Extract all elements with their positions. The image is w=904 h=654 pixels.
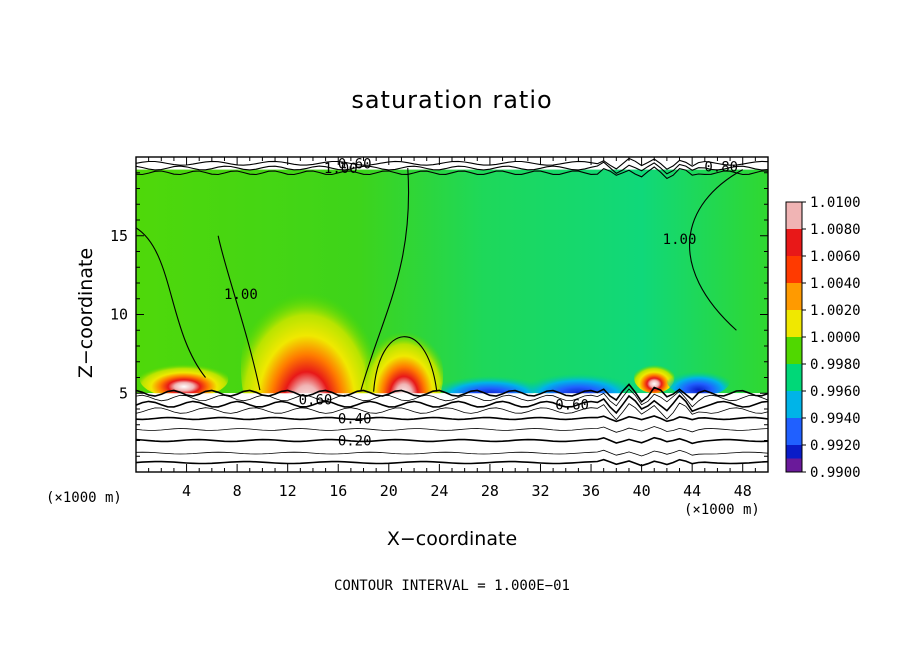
upper-contour-line-2 xyxy=(136,166,768,180)
upper-boundary-band xyxy=(136,157,768,170)
y-axis-label: Z−coordinate xyxy=(75,247,97,379)
contour-1-00-right xyxy=(689,169,743,331)
x-tick-label: 40 xyxy=(633,482,651,500)
contour-line-0 xyxy=(136,458,768,467)
field-background xyxy=(136,157,768,394)
colorbar: 1.0100 1.0080 1.0060 1.0040 1.0020 1.0000 0.99… xyxy=(785,195,861,481)
contour-interval-note: CONTOUR INTERVAL = 1.000E−01 xyxy=(333,578,570,594)
x-tick-label: 16 xyxy=(329,482,347,500)
colorbar-label: 1.0000 xyxy=(810,330,861,346)
colorbar-swatch-min xyxy=(786,458,802,472)
colorbar-label: 0.9960 xyxy=(810,384,861,400)
contour-label-2: 0.60 xyxy=(299,393,333,409)
x-tick-label: 8 xyxy=(233,482,242,500)
colorbar-swatch-8 xyxy=(786,418,802,446)
x-tick-label: 4 xyxy=(182,482,191,500)
supersaturated-region-3 xyxy=(634,361,675,394)
contour-label-8: 0.60 xyxy=(338,156,372,172)
contour-line-3 xyxy=(136,426,768,433)
contour-label-6: 1.00 xyxy=(663,232,697,248)
contour-1-00-plume xyxy=(217,167,410,391)
colorbar-swatch-1 xyxy=(786,229,802,257)
x-tick-label: 28 xyxy=(481,482,499,500)
contour-1-00-plume-2 xyxy=(373,336,438,392)
contour-line-5 xyxy=(136,402,768,421)
x-tick-label: 12 xyxy=(279,482,297,500)
colorbar-label: 0.9940 xyxy=(810,411,861,427)
colorbar-swatch-0 xyxy=(786,202,802,230)
upper-contour-line-1 xyxy=(136,161,768,175)
colorbar-swatch-4 xyxy=(786,310,802,338)
contour-1-00-left xyxy=(136,227,206,378)
contour-line-8 xyxy=(136,383,768,403)
colorbar-swatch-7 xyxy=(786,391,802,419)
colorbar-swatch-3 xyxy=(786,283,802,311)
x-tick-label: 20 xyxy=(380,482,398,500)
y-tick-label: 5 xyxy=(119,384,128,402)
x-tick-label: 24 xyxy=(430,482,448,500)
z-unit-label: (×1000 m) xyxy=(46,490,122,506)
contour-label-3: 0.60 xyxy=(555,397,589,413)
colorbar-swatch-6 xyxy=(786,364,802,392)
contour-line-6 xyxy=(136,394,768,415)
colorbar-label: 1.0100 xyxy=(810,195,861,211)
x-unit-label: (×1000 m) xyxy=(684,502,760,518)
colorbar-swatch-5 xyxy=(786,337,802,365)
colorbar-label: 1.0060 xyxy=(810,249,861,265)
contour-line-4 xyxy=(136,415,768,423)
contour-label-5: 1.00 xyxy=(224,287,258,303)
x-tick-label: 36 xyxy=(582,482,600,500)
chart-title: saturation ratio xyxy=(351,86,553,114)
colorbar-label: 0.9920 xyxy=(810,438,861,454)
x-axis-label: X−coordinate xyxy=(386,528,518,550)
contour-label-1: 0.40 xyxy=(338,411,372,427)
contour-label-4: 0.80 xyxy=(704,159,738,175)
contour-label-7: 1.00 xyxy=(324,161,358,177)
subsaturated-region-6 xyxy=(666,364,731,397)
x-tick-label: 48 xyxy=(734,482,752,500)
contour-line-7 xyxy=(136,388,768,408)
subsaturated-region-5 xyxy=(527,366,629,402)
upper-contour-line-0 xyxy=(136,157,768,170)
colorbar-swatch-2 xyxy=(786,256,802,284)
colorbar-label: 1.0020 xyxy=(810,303,861,319)
colorbar-label: 0.9900 xyxy=(810,465,861,481)
contour-lines: 0.200.400.600.600.801.001.001.000.60 xyxy=(136,156,768,467)
contour-line-2 xyxy=(136,436,768,445)
x-tick-label: 44 xyxy=(683,482,701,500)
colorbar-label: 0.9980 xyxy=(810,357,861,373)
supersaturated-region-2 xyxy=(139,360,229,398)
colorbar-label: 1.0080 xyxy=(810,222,861,238)
contour-label-0: 0.20 xyxy=(338,434,372,450)
y-tick-label: 15 xyxy=(110,227,128,245)
contour-line-1 xyxy=(136,449,768,457)
saturation-field xyxy=(136,157,768,472)
y-tick-label: 10 xyxy=(110,306,128,324)
x-tick-label: 32 xyxy=(531,482,549,500)
colorbar-label: 1.0040 xyxy=(810,276,861,292)
below-cloud-base xyxy=(136,393,768,472)
